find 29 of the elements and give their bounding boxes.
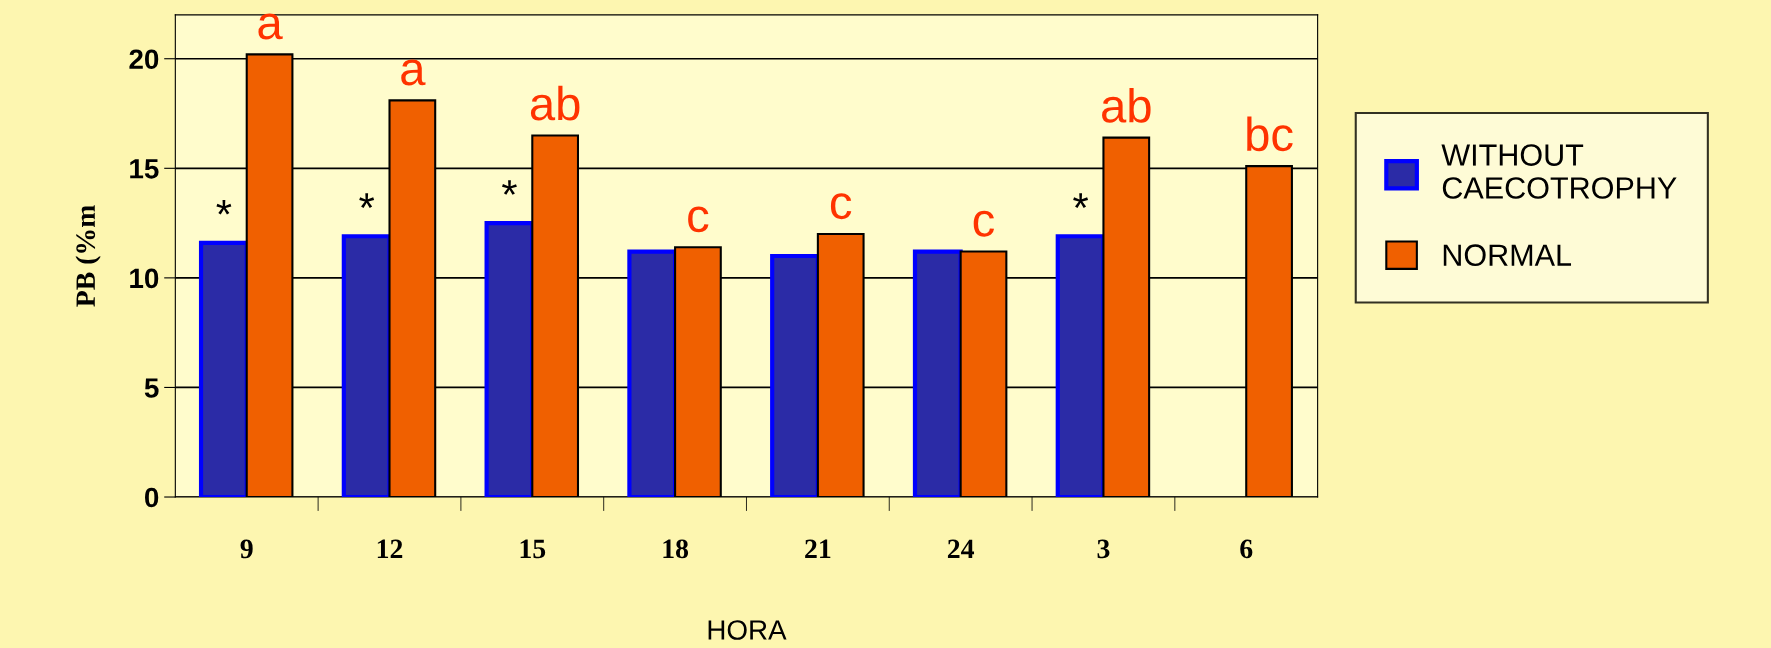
annotation: * <box>359 193 375 208</box>
x-tick-label: 12 <box>377 539 403 558</box>
y-tick-label: 0 <box>145 487 159 508</box>
annotation: a <box>401 59 426 86</box>
annotation: * <box>216 199 232 215</box>
annotation: c <box>830 193 852 220</box>
legend-label: WITHOUT CAECOTROPHY <box>1441 144 1677 199</box>
annotation: ab <box>1102 88 1151 123</box>
x-tick-label: 21 <box>805 539 831 558</box>
y-tick-label: 5 <box>144 378 159 398</box>
y-axis-title: PB (%m <box>75 205 101 307</box>
y-tick-label: 20 <box>129 49 159 70</box>
x-axis-title: HORA <box>708 620 787 640</box>
x-tick-label: 3 <box>1097 539 1110 559</box>
x-tick-label: 6 <box>1240 539 1253 559</box>
annotation: c <box>688 206 709 233</box>
x-tick-label: 9 <box>240 539 253 559</box>
annotation: * <box>502 180 517 195</box>
y-tick-label: 10 <box>130 268 159 289</box>
x-tick-label: 18 <box>663 539 689 559</box>
y-tick-label: 15 <box>130 159 159 179</box>
annotation: a <box>258 13 283 40</box>
x-tick-label: 24 <box>947 539 975 558</box>
x-tick-label: 15 <box>520 539 546 559</box>
annotation: ab <box>530 85 580 121</box>
annotation: c <box>973 210 995 237</box>
annotation: bc <box>1247 116 1293 152</box>
legend-label: NORMAL <box>1443 244 1572 266</box>
annotation: * <box>1073 193 1089 208</box>
